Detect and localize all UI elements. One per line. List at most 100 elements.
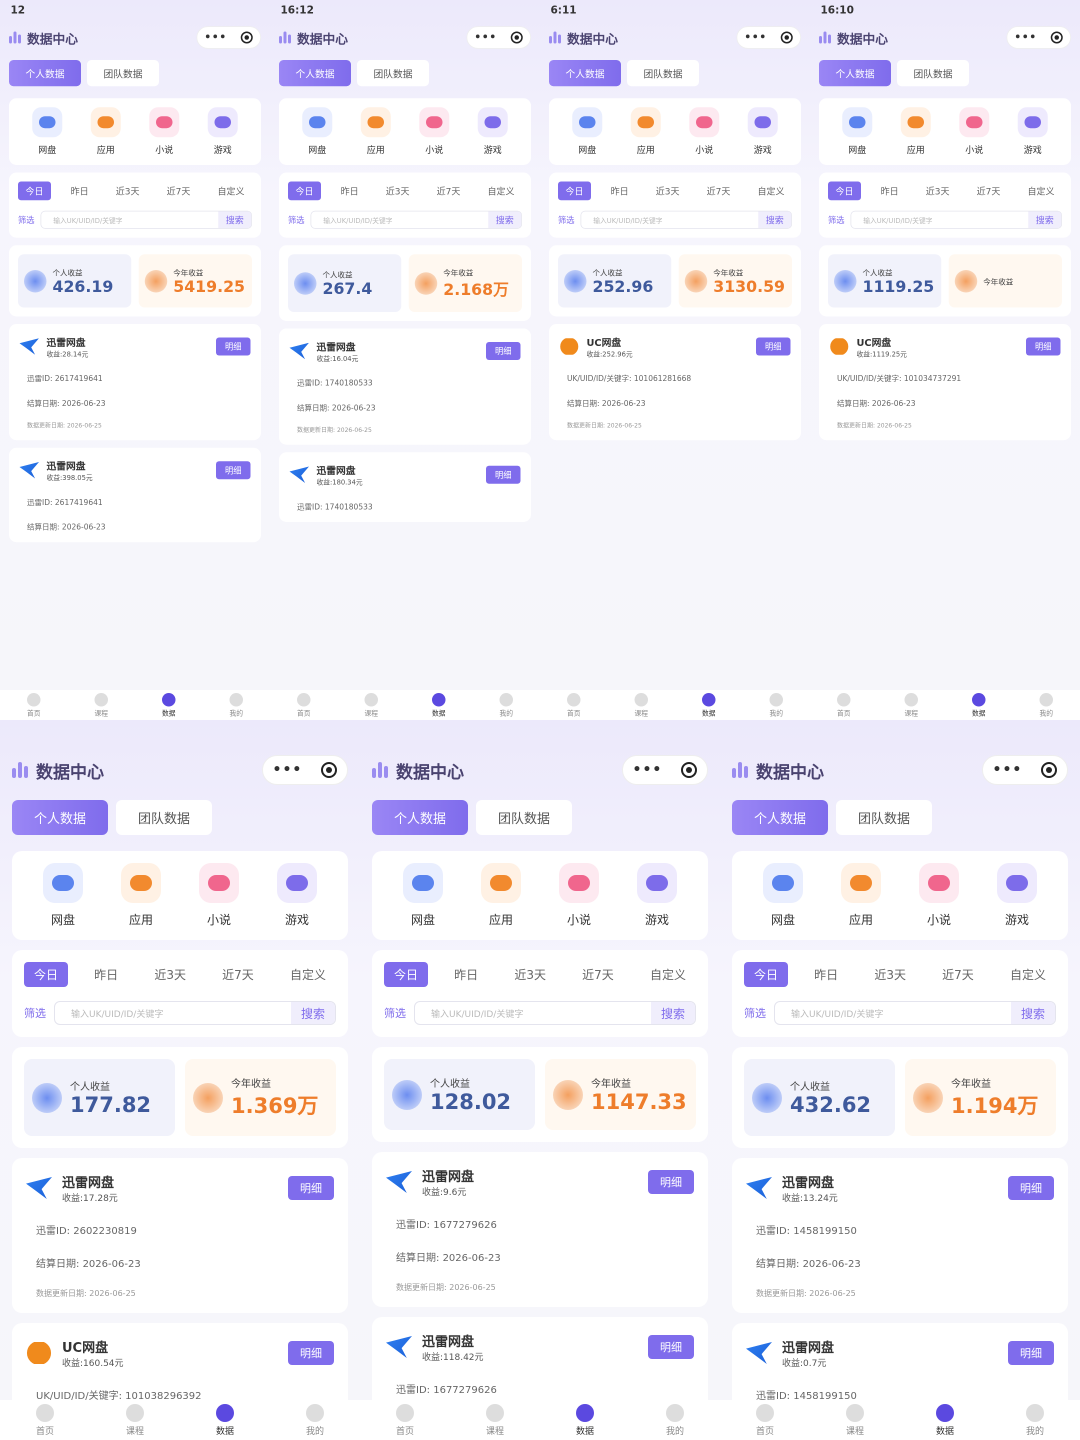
app-item[interactable]: 游戏 <box>997 863 1037 928</box>
nav-item[interactable]: 首页 <box>566 690 581 720</box>
detail-button[interactable]: 明细 <box>288 1341 334 1365</box>
search-button[interactable]: 搜索 <box>488 211 522 228</box>
search-button[interactable]: 搜索 <box>650 1002 695 1024</box>
tab[interactable]: 个人数据 <box>9 60 82 87</box>
nav-item[interactable]: 我的 <box>769 690 783 720</box>
nav-item[interactable]: 首页 <box>35 1400 54 1440</box>
detail-button[interactable]: 明细 <box>1026 337 1061 356</box>
detail-button[interactable]: 明细 <box>216 337 251 356</box>
detail-button[interactable]: 明细 <box>288 1176 334 1200</box>
app-item[interactable]: 应用 <box>121 863 161 928</box>
tab[interactable]: 个人数据 <box>372 800 469 835</box>
app-item[interactable]: 应用 <box>90 107 121 156</box>
period[interactable]: 近3天 <box>154 968 186 982</box>
close-button[interactable] <box>321 762 338 778</box>
detail-button[interactable]: 明细 <box>1008 1176 1054 1200</box>
tab[interactable]: 个人数据 <box>732 800 829 835</box>
app-item[interactable]: 小说 <box>419 107 450 156</box>
tab[interactable]: 个人数据 <box>279 60 352 87</box>
nav-item[interactable]: 课程 <box>94 690 108 720</box>
period[interactable]: 昨日 <box>70 186 89 197</box>
app-item[interactable]: 网盘 <box>763 863 803 928</box>
detail-button[interactable]: 明细 <box>1008 1341 1054 1365</box>
period[interactable]: 近3天 <box>655 186 680 197</box>
app-item[interactable]: 网盘 <box>32 107 63 156</box>
app-item[interactable]: 小说 <box>559 863 599 928</box>
period[interactable]: 昨日 <box>454 968 479 982</box>
period[interactable]: 近3天 <box>925 186 950 197</box>
filter-button[interactable]: 筛选 <box>24 1007 46 1020</box>
search-input[interactable]: 输入UK/UID/ID/关键字 <box>791 1009 884 1020</box>
nav-item[interactable]: 我的 <box>1039 690 1053 720</box>
nav-item[interactable]: 我的 <box>229 690 243 720</box>
period[interactable]: 今日 <box>828 181 862 201</box>
filter-button[interactable]: 筛选 <box>18 215 35 225</box>
nav-item[interactable]: 课程 <box>634 690 648 720</box>
more-button[interactable]: ••• <box>632 762 663 778</box>
period[interactable]: 近3天 <box>385 186 410 197</box>
app-item[interactable]: 网盘 <box>572 107 603 156</box>
period[interactable]: 近7天 <box>582 968 614 982</box>
nav-item[interactable]: 我的 <box>305 1400 324 1440</box>
close-button[interactable] <box>681 762 698 778</box>
nav-item[interactable]: 数据 <box>161 690 176 720</box>
period[interactable]: 昨日 <box>94 968 119 982</box>
nav-item[interactable]: 课程 <box>364 690 378 720</box>
close-button[interactable] <box>1041 762 1058 778</box>
period[interactable]: 今日 <box>558 181 592 201</box>
app-item[interactable]: 游戏 <box>637 863 677 928</box>
app-item[interactable]: 应用 <box>900 107 931 156</box>
nav-item[interactable]: 首页 <box>395 1400 414 1440</box>
period[interactable]: 自定义 <box>757 186 785 197</box>
period[interactable]: 自定义 <box>1027 186 1055 197</box>
detail-button[interactable]: 明细 <box>486 342 521 360</box>
search-button[interactable]: 搜索 <box>290 1002 335 1024</box>
app-item[interactable]: 游戏 <box>477 107 508 156</box>
filter-button[interactable]: 筛选 <box>288 215 305 225</box>
tab[interactable]: 个人数据 <box>12 800 109 835</box>
period[interactable]: 近7天 <box>222 968 254 982</box>
tab[interactable]: 个人数据 <box>819 60 892 87</box>
app-item[interactable]: 网盘 <box>43 863 83 928</box>
app-item[interactable]: 网盘 <box>403 863 443 928</box>
app-item[interactable]: 小说 <box>959 107 990 156</box>
app-item[interactable]: 游戏 <box>1017 107 1048 156</box>
app-item[interactable]: 网盘 <box>842 107 873 156</box>
nav-item[interactable]: 数据 <box>431 690 446 720</box>
period[interactable]: 近3天 <box>115 186 140 197</box>
nav-item[interactable]: 我的 <box>665 1400 684 1440</box>
nav-item[interactable]: 首页 <box>836 690 851 720</box>
nav-item[interactable]: 首页 <box>296 690 311 720</box>
period[interactable]: 近7天 <box>166 186 191 197</box>
close-button[interactable] <box>241 31 254 44</box>
filter-button[interactable]: 筛选 <box>828 215 845 225</box>
app-item[interactable]: 小说 <box>199 863 239 928</box>
tab[interactable]: 团队数据 <box>87 60 160 87</box>
nav-item[interactable]: 首页 <box>755 1400 774 1440</box>
nav-item[interactable]: 数据 <box>701 690 716 720</box>
close-button[interactable] <box>781 31 794 44</box>
nav-item[interactable]: 课程 <box>125 1400 144 1440</box>
app-item[interactable]: 应用 <box>841 863 881 928</box>
nav-item[interactable]: 首页 <box>26 690 41 720</box>
app-item[interactable]: 小说 <box>689 107 720 156</box>
period[interactable]: 今日 <box>18 181 52 201</box>
period[interactable]: 自定义 <box>289 968 326 982</box>
detail-button[interactable]: 明细 <box>648 1335 694 1359</box>
period[interactable]: 今日 <box>384 962 429 987</box>
app-item[interactable]: 游戏 <box>277 863 317 928</box>
more-button[interactable]: ••• <box>474 31 497 44</box>
tab[interactable]: 团队数据 <box>897 60 970 87</box>
app-item[interactable]: 游戏 <box>207 107 238 156</box>
search-button[interactable]: 搜索 <box>1010 1002 1055 1024</box>
filter-button[interactable]: 筛选 <box>744 1007 766 1020</box>
nav-item[interactable]: 数据 <box>575 1400 594 1440</box>
period[interactable]: 自定义 <box>217 186 245 197</box>
period[interactable]: 昨日 <box>610 186 629 197</box>
app-item[interactable]: 应用 <box>630 107 661 156</box>
app-item[interactable]: 小说 <box>919 863 959 928</box>
period[interactable]: 近7天 <box>976 186 1001 197</box>
period[interactable]: 近3天 <box>514 968 546 982</box>
more-button[interactable]: ••• <box>272 762 303 778</box>
period[interactable]: 近7天 <box>706 186 731 197</box>
